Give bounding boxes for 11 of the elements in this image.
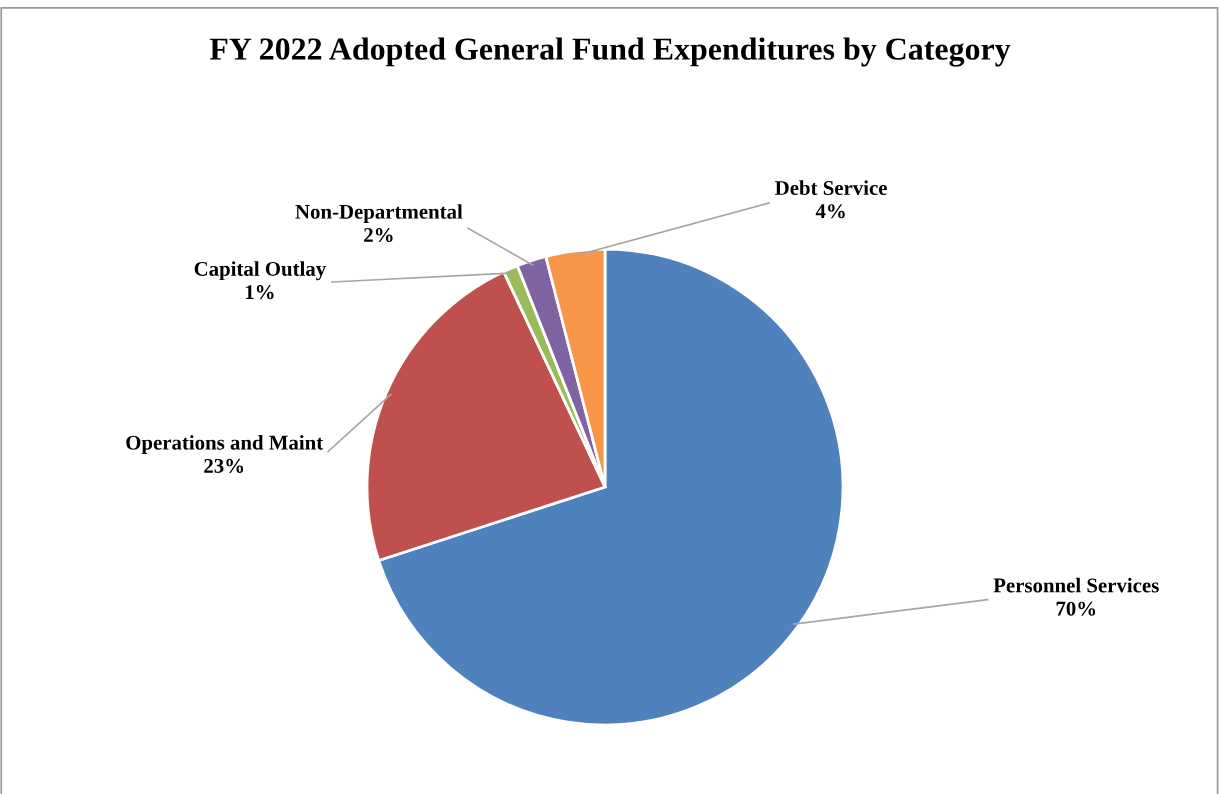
slice-label: Personnel Services <box>993 577 1159 593</box>
data-label: 1% <box>245 285 274 300</box>
data-label: 4% <box>815 204 845 219</box>
data-label: 70% <box>1056 601 1096 616</box>
slice-label: Capital Outlay <box>194 261 326 281</box>
slice-label: Debt Service <box>775 180 887 195</box>
chart-title: FY 2022 Adopted General Fund Expenditures by Category <box>209 37 1011 67</box>
data-label: 23% <box>204 458 244 473</box>
data-label: 2% <box>364 227 393 243</box>
slice-label: Operations and Maint <box>126 435 324 454</box>
slice-label: Non-Departmental <box>295 204 463 224</box>
